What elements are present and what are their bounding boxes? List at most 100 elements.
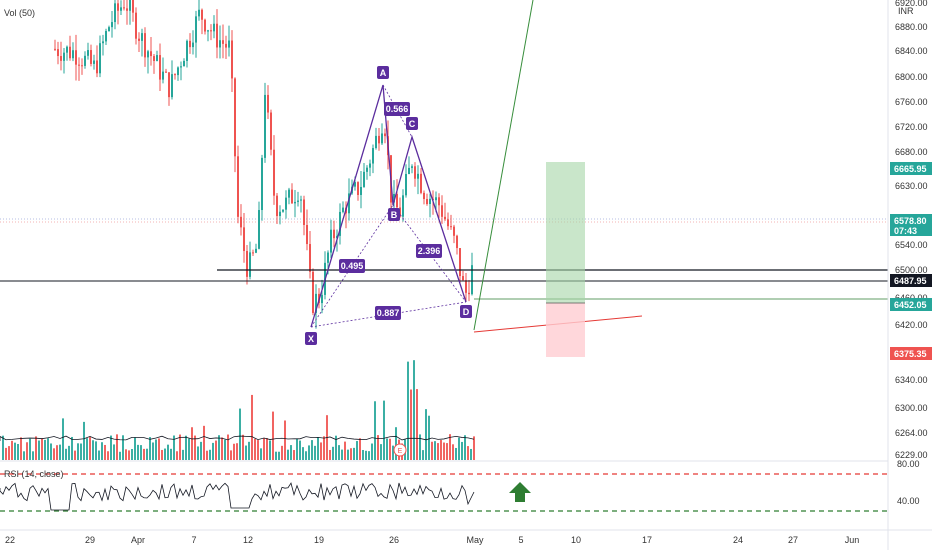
candle-body [204,19,206,32]
candle-body [213,23,215,32]
candle-body [225,43,227,48]
volume-bar [179,434,181,460]
candle-body [270,112,272,150]
candle-body [393,193,395,203]
candle-body [255,248,257,253]
candle-body [381,133,383,144]
time-tick-label: May [466,535,484,545]
volume-bar [329,449,331,460]
candle-body [363,171,365,187]
volume-bar [146,448,148,460]
volume-bar [254,438,256,460]
candle-body [249,252,251,277]
price-tick-label: 6840.00 [895,46,928,56]
candle-body [192,42,194,48]
volume-bar [251,394,253,460]
candle-body [171,74,173,98]
volume-bar [155,439,157,460]
candle-body [234,78,236,157]
candle-body [273,149,275,196]
volume-bar [467,446,469,460]
candle-body [438,197,440,206]
price-tick-label: 6229.00 [895,450,928,460]
volume-bar [131,449,133,460]
volume-bar [35,436,37,460]
price-tick-label: 6540.00 [895,240,928,250]
candle-body [72,50,74,59]
candle-body [360,186,362,195]
earnings-marker-label: E [398,448,403,455]
volume-bar [38,440,40,460]
candle-body [231,40,233,79]
volume-bar [173,435,175,460]
volume-bar [65,448,67,460]
volume-bar [422,450,424,460]
volume-bar [149,437,151,460]
candle-body [105,30,107,42]
volume-bar [440,440,442,460]
candle-body [279,211,281,217]
candle-body [195,16,197,43]
candle-body [243,227,245,252]
candle-body [246,251,248,277]
volume-bar [344,441,346,460]
volume-bar [191,427,193,460]
time-tick-label: 29 [85,535,95,545]
price-axis[interactable]: 6920.00 6880.00 6840.00 6800.00 6760.00 6720.… [887,0,932,550]
volume-bar [104,444,106,460]
volume-bar [443,442,445,460]
volume-bar [296,439,298,460]
volume-bar [47,438,49,460]
price-tick-label: 6920.00 [895,0,928,8]
pattern-point-a-badge [377,66,389,79]
candle-body [57,49,59,57]
price-tick-label: 6680.00 [895,147,928,157]
candle-body [417,173,419,179]
volume-bar [194,435,196,460]
candle-body [441,205,443,217]
time-tick-label: 19 [314,535,324,545]
up-arrow-icon [509,482,531,502]
volume-bar [11,440,13,460]
candle-body [138,38,140,41]
volume-bar [56,445,58,460]
volume-bar [143,448,145,460]
volume-bar [140,445,142,460]
volume-bar [311,440,313,460]
candle-body [63,52,65,61]
volume-bar [5,447,7,460]
candle-body [168,72,170,98]
time-tick-label: Apr [131,535,145,545]
volume-bar [44,439,46,460]
candle-body [156,55,158,61]
price-tick-label: 6720.00 [895,122,928,132]
rsi-tick-label: 40.00 [897,496,920,506]
volume-bar [62,418,64,460]
volume-bar [200,441,202,460]
price-tick-label: 6300.00 [895,403,928,413]
price-pane[interactable] [0,0,888,329]
candle-body [339,211,341,236]
volume-bar [314,445,316,460]
candle-body [327,252,329,263]
volume-bar [29,438,31,460]
candle-body [150,51,152,57]
time-axis[interactable]: 22 29 Apr 7 12 19 26 May 5 10 17 24 27 Jun [0,529,932,545]
earnings-marker [393,443,407,457]
volume-bar [134,437,136,460]
candle-body [285,197,287,210]
volume-bar [353,447,355,460]
rsi-line [0,482,475,511]
volume-bar [218,435,220,460]
candle-body [201,9,203,20]
volume-bar [161,449,163,460]
volume-bar [113,444,115,460]
candle-body [129,0,131,11]
candle-body [141,33,143,41]
pattern-point-a-label: A [380,68,387,78]
volume-bar [32,451,34,460]
volume-ma-line [0,435,475,441]
volume-bar [41,438,43,460]
volume-bar [107,451,109,460]
